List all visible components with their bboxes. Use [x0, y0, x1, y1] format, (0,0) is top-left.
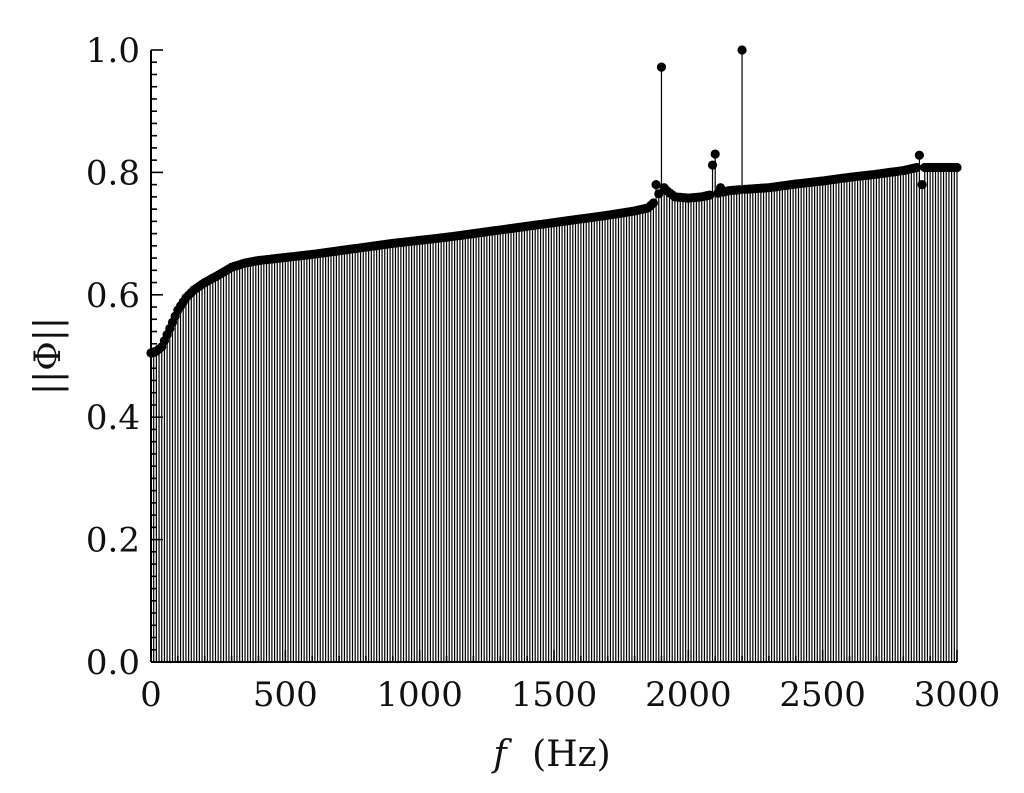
y-tick-label: 0.6	[86, 276, 140, 316]
stem-marker	[705, 190, 715, 200]
x-tick-label: 0	[140, 675, 162, 715]
x-tick-label: 3000	[914, 675, 1001, 715]
stem-markers	[146, 45, 962, 358]
y-tick-label: 1.0	[86, 31, 140, 71]
stem-marker	[917, 180, 927, 190]
stem-marker	[710, 149, 720, 159]
stem-marker	[654, 189, 664, 199]
tick-marks	[150, 49, 958, 663]
stem-marker	[737, 45, 747, 55]
x-tick-label: 2000	[645, 675, 732, 715]
stem-marker	[912, 162, 922, 173]
stem-marker	[651, 180, 661, 190]
x-tick-label: 1000	[376, 675, 463, 715]
x-tick-label: 500	[253, 675, 318, 715]
x-axis-label: f (Hz)	[490, 734, 610, 775]
y-tick-label: 0.0	[86, 643, 140, 683]
y-tick-label: 0.2	[86, 521, 140, 561]
stem-marker	[952, 162, 962, 173]
x-tick-labels: 0 500 1000 1500 2000 2500 3000	[140, 675, 1000, 715]
y-axis-label: ||Φ||	[28, 317, 69, 395]
y-tick-labels: 0.0 0.2 0.4 0.6 0.8 1.0	[86, 31, 140, 683]
y-tick-label: 0.8	[86, 153, 140, 193]
stem-marker	[648, 198, 659, 208]
stem-marker	[914, 150, 924, 160]
stem-lines	[150, 50, 958, 662]
stem-marker	[656, 62, 667, 72]
x-axis-label-variable: f	[490, 734, 512, 775]
stem-marker	[707, 160, 718, 170]
x-tick-label: 2500	[779, 675, 866, 715]
y-tick-label: 0.4	[86, 398, 140, 438]
x-tick-label: 1500	[511, 675, 598, 715]
x-axis-label-unit: (Hz)	[532, 734, 610, 775]
